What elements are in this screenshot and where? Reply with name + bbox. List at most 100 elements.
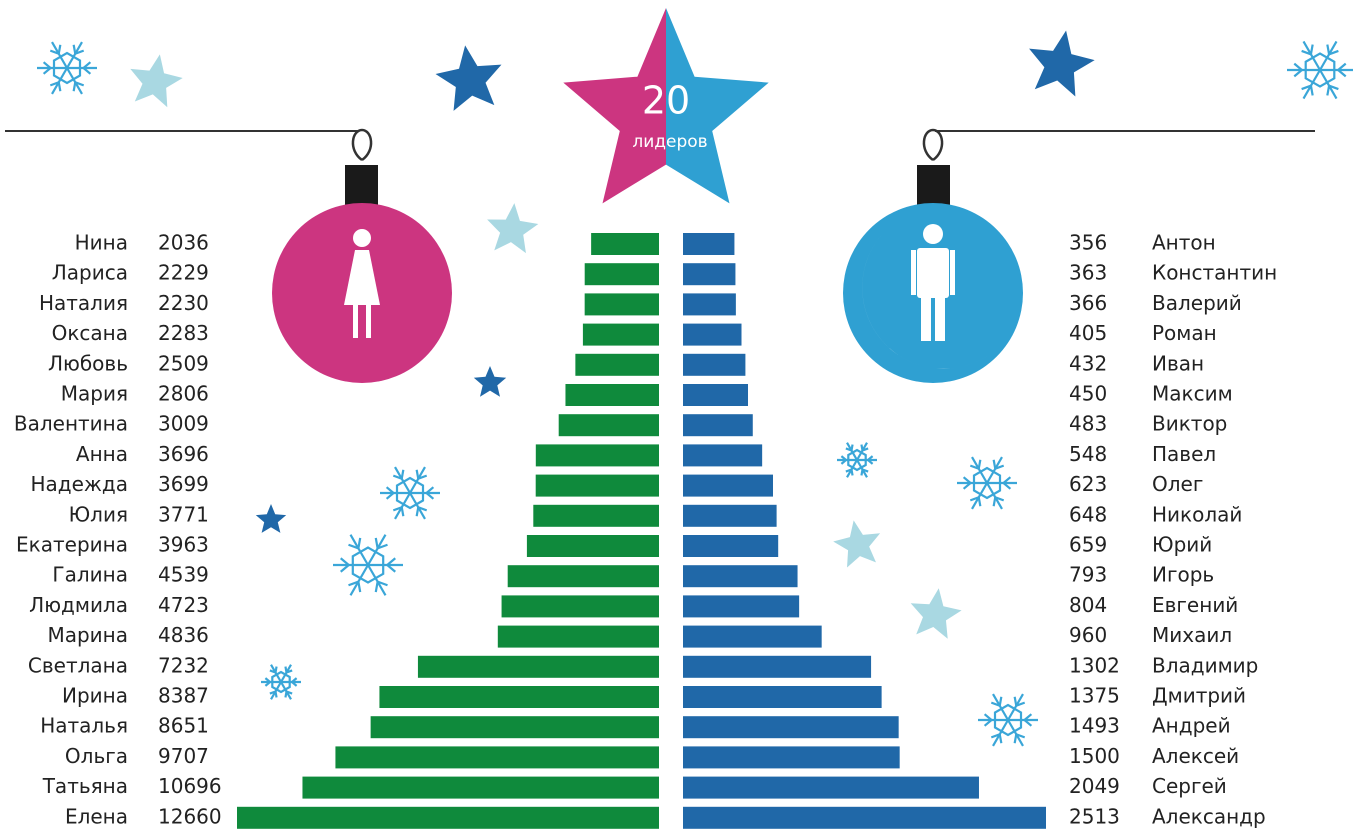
category-label: Иван (1152, 351, 1204, 375)
bars: Нина 2036 Лариса 2229 Наталия 2230 Оксана 2283 Л… (14, 231, 1277, 829)
category-label: Юрий (1152, 533, 1212, 557)
snowflake-arm (1007, 693, 1024, 721)
category-label: Роман (1152, 321, 1217, 345)
snowflake-branch (264, 681, 271, 687)
bar (501, 595, 659, 618)
value-label: 432 (1069, 351, 1107, 375)
snowflake-arm (986, 482, 1003, 510)
category-label: Татьяна (42, 774, 128, 798)
bar (370, 716, 659, 739)
snowflake-arm (66, 41, 83, 69)
snowflake-branch (49, 49, 60, 55)
snowflake-arm (409, 466, 426, 494)
snowflake-arm (394, 466, 411, 494)
value-label: 7232 (158, 653, 209, 677)
bar (497, 625, 659, 648)
snowflake-branch (57, 44, 62, 54)
category-label: Мария (61, 382, 128, 406)
snowflake-branch (845, 447, 852, 452)
snowflake-branch (374, 537, 379, 549)
bar (683, 776, 979, 799)
chart-subtitle: лидеров (632, 132, 707, 152)
snowflake-branch (1326, 85, 1331, 96)
snowflake-branch (1002, 482, 1012, 490)
bar (683, 293, 736, 316)
category-label: Александр (1152, 804, 1266, 828)
snowflake-branch (990, 733, 1001, 739)
snowflake-arm (856, 442, 868, 461)
value-label: 3771 (158, 502, 209, 526)
bar (683, 474, 773, 497)
snowflake-branch (969, 496, 980, 502)
snowflake-hex (271, 670, 291, 694)
category-label: Любовь (48, 351, 128, 375)
value-label: 623 (1069, 472, 1107, 496)
value-label: 483 (1069, 412, 1107, 436)
snowflake (1287, 40, 1353, 100)
value-label: 3699 (158, 472, 209, 496)
snowflake (261, 664, 301, 700)
category-label: Михаил (1152, 623, 1232, 647)
snowflake-branch (977, 497, 982, 507)
snowflake-branch (1309, 44, 1314, 55)
snowflake-arm (986, 456, 1003, 484)
snowflake-branch (983, 713, 993, 721)
value-label: 4539 (158, 563, 209, 587)
snowflake-branch (969, 464, 980, 470)
snowflake-arm (1319, 40, 1338, 71)
value-label: 2230 (158, 291, 209, 315)
snowflake-branch (400, 469, 405, 479)
snowflake-branch (340, 557, 350, 566)
category-label: Сергей (1152, 774, 1227, 798)
value-label: 960 (1069, 623, 1107, 647)
snowflake-branch (386, 557, 396, 566)
snowflake-branch (992, 459, 997, 469)
category-label: Дмитрий (1152, 684, 1246, 708)
snowflake-branch (274, 691, 278, 698)
category-label: Оксана (52, 321, 128, 345)
category-label: Наталия (39, 291, 128, 315)
snowflake-branch (291, 677, 298, 683)
star (1029, 30, 1095, 97)
snowflake-branch (998, 734, 1003, 744)
snowflake-branch (385, 486, 395, 494)
category-label: Елена (65, 804, 128, 828)
snowflake-branch (990, 701, 1001, 707)
male-ornament (843, 128, 1023, 383)
snowflake-arm (1302, 40, 1321, 71)
snowflake-arm (846, 442, 858, 461)
snowflake-branch (425, 486, 435, 494)
category-label: Антон (1152, 231, 1216, 255)
snowflake-arm (971, 482, 988, 510)
category-label: Олег (1152, 472, 1203, 496)
value-label: 356 (1069, 231, 1107, 255)
snowflake-branch (415, 469, 420, 479)
value-label: 2806 (158, 382, 209, 406)
snowflake-arm (349, 564, 369, 596)
category-label: Марина (47, 623, 128, 647)
bar (507, 565, 659, 588)
value-label: 8651 (158, 714, 209, 738)
star (130, 54, 183, 108)
star (473, 366, 507, 397)
snowflake-branch (994, 464, 1005, 470)
snowflake-branch (962, 482, 972, 490)
snowflake-branch (1328, 49, 1339, 56)
snowflake (957, 456, 1017, 510)
snowflake-hex (972, 466, 1002, 500)
snowflake-branch (415, 507, 420, 517)
value-label: 1302 (1069, 653, 1120, 677)
snowflake (37, 41, 97, 95)
value-label: 450 (1069, 382, 1107, 406)
bar (535, 444, 659, 467)
category-label: Владимир (1152, 653, 1258, 677)
snowflake-branch (1301, 84, 1312, 91)
value-label: 2513 (1069, 804, 1120, 828)
value-label: 3963 (158, 533, 209, 557)
category-label: Павел (1152, 442, 1216, 466)
snowflake (837, 442, 877, 478)
snowflake-branch (962, 476, 972, 484)
snowflake-arm (367, 564, 387, 596)
snowflake-branch (57, 82, 62, 92)
